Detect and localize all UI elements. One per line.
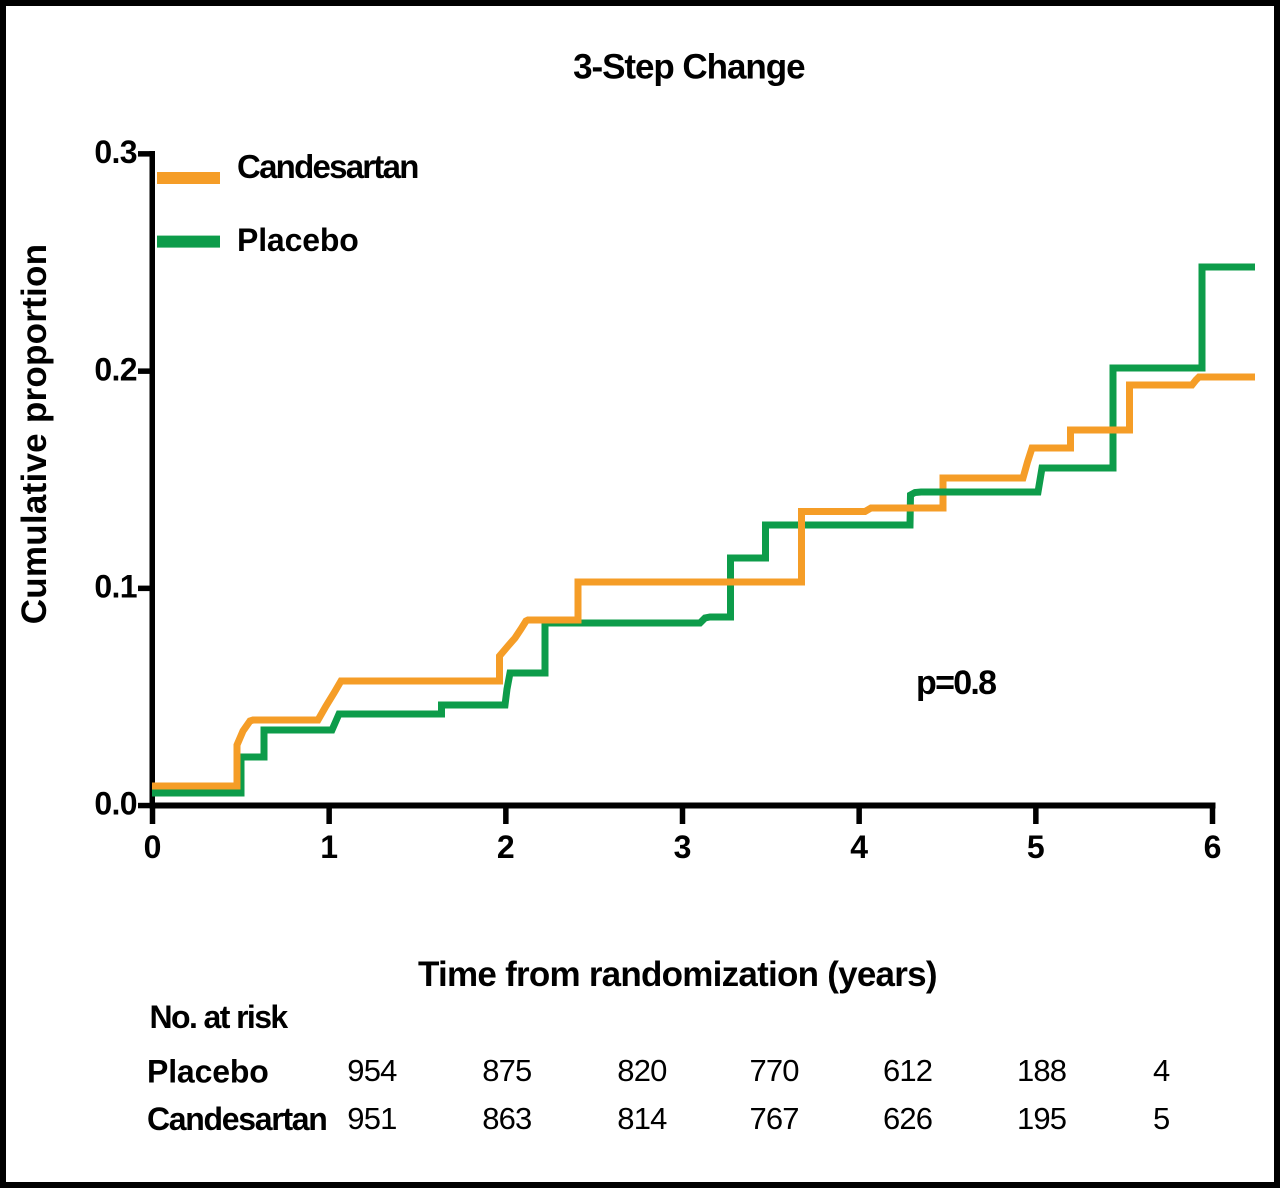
- svg-text:3: 3: [674, 829, 692, 865]
- svg-text:Placebo: Placebo: [147, 1054, 269, 1090]
- svg-text:Placebo: Placebo: [237, 222, 359, 258]
- svg-text:954: 954: [347, 1053, 397, 1088]
- svg-text:875: 875: [482, 1053, 531, 1088]
- svg-text:626: 626: [883, 1101, 932, 1136]
- svg-text:1: 1: [320, 829, 338, 865]
- svg-text:5: 5: [1153, 1101, 1169, 1136]
- svg-text:Time from randomization (years: Time from randomization (years): [418, 955, 937, 994]
- svg-text:0.0: 0.0: [94, 786, 137, 822]
- svg-text:814: 814: [617, 1101, 667, 1136]
- svg-text:No. at risk: No. at risk: [150, 999, 289, 1035]
- svg-text:195: 195: [1017, 1101, 1066, 1136]
- svg-text:0.3: 0.3: [94, 134, 137, 170]
- svg-text:Candesartan: Candesartan: [147, 1101, 327, 1137]
- svg-text:4: 4: [850, 829, 868, 865]
- svg-text:951: 951: [347, 1101, 396, 1136]
- svg-text:p=0.8: p=0.8: [916, 664, 996, 702]
- svg-text:6: 6: [1204, 829, 1222, 865]
- svg-text:3-Step Change: 3-Step Change: [573, 48, 805, 87]
- svg-text:612: 612: [883, 1053, 932, 1088]
- svg-text:Candesartan: Candesartan: [237, 148, 418, 185]
- svg-text:Cumulative proportion: Cumulative proportion: [15, 244, 54, 625]
- svg-text:5: 5: [1027, 829, 1045, 865]
- svg-text:0.2: 0.2: [94, 351, 137, 387]
- svg-text:770: 770: [750, 1053, 800, 1088]
- svg-text:863: 863: [482, 1101, 531, 1136]
- svg-text:2: 2: [497, 829, 515, 865]
- svg-text:188: 188: [1017, 1053, 1066, 1088]
- svg-text:0.1: 0.1: [94, 569, 137, 605]
- svg-text:767: 767: [750, 1101, 799, 1136]
- svg-text:0: 0: [144, 829, 162, 865]
- svg-text:820: 820: [617, 1053, 667, 1088]
- svg-text:4: 4: [1153, 1053, 1170, 1088]
